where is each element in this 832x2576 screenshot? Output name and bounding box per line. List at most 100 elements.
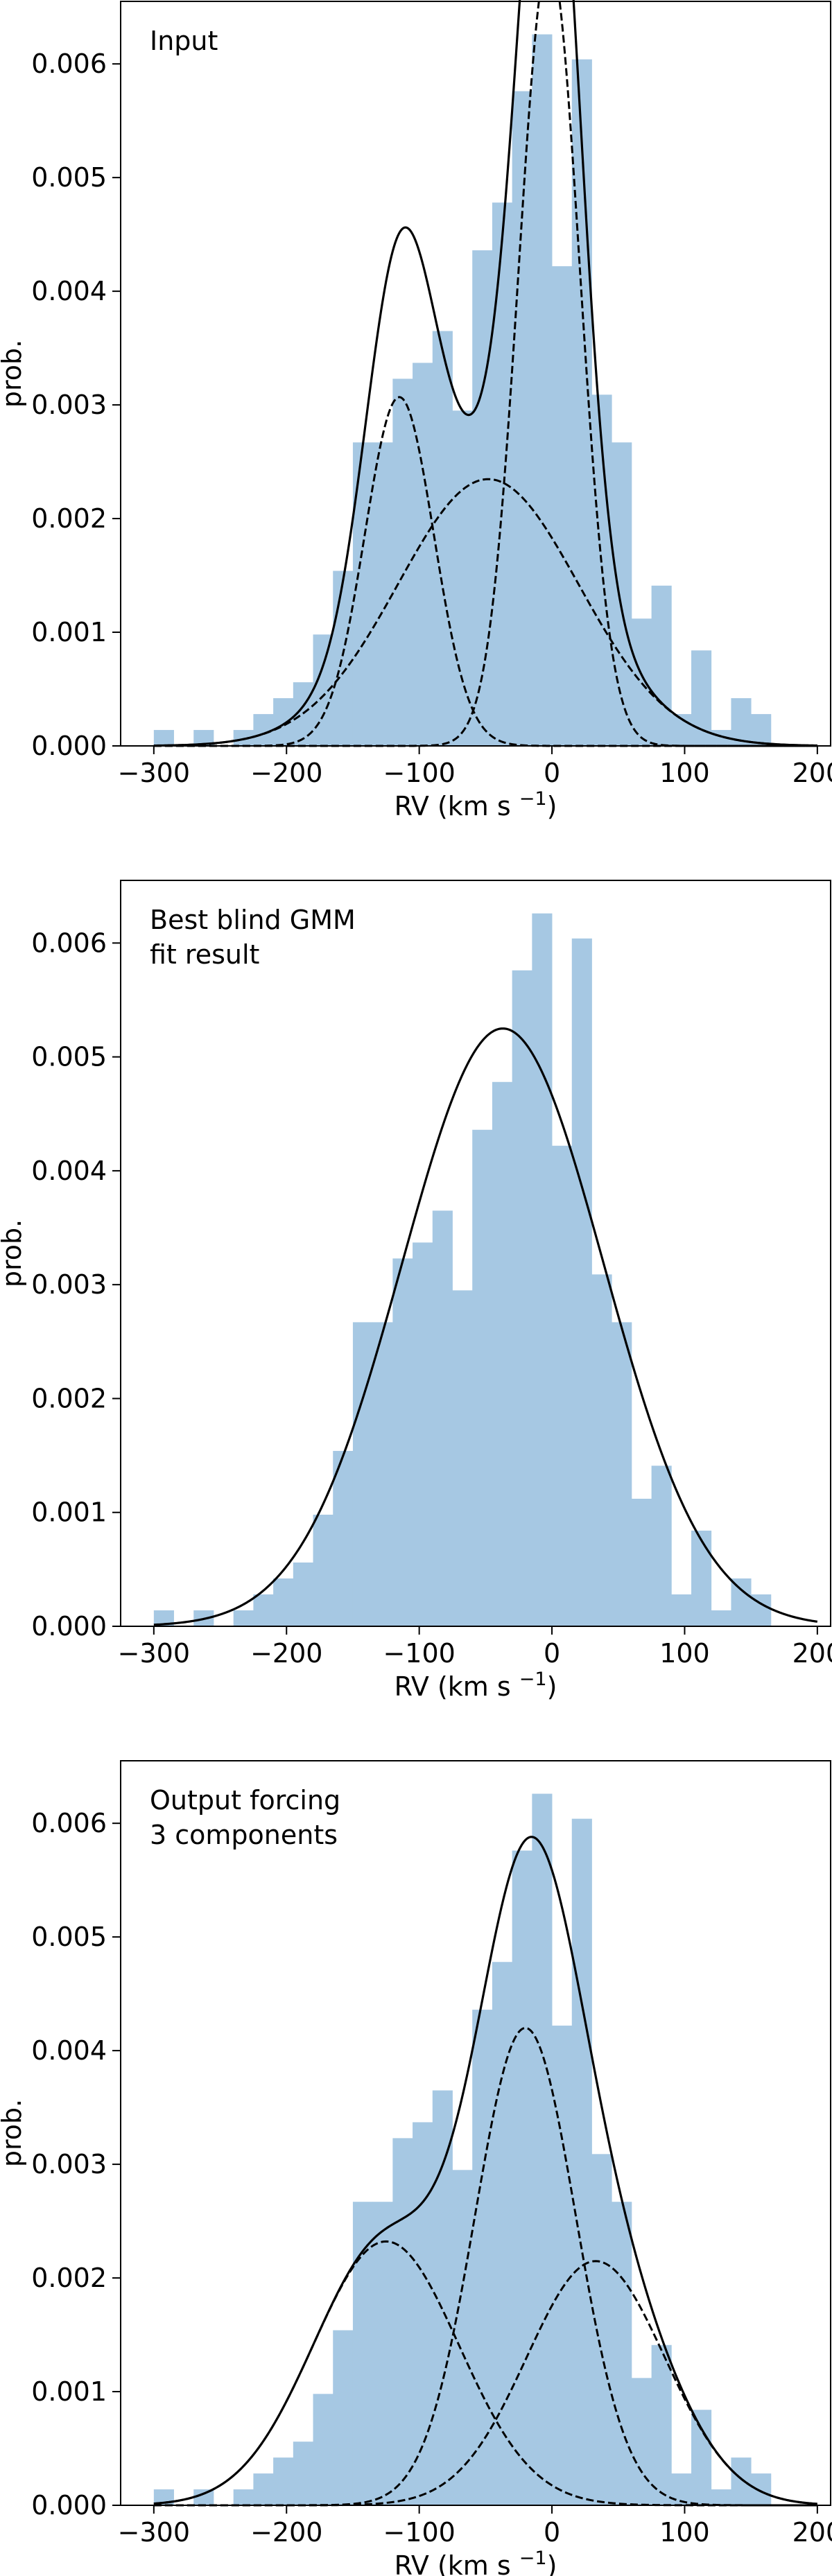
panel-input: −300 −200 −100 0 100 200 0.000 0.001 0.002 0.003 0… xyxy=(0,0,832,821)
histogram-bar xyxy=(352,1322,374,1626)
component-curve-1 xyxy=(153,396,817,747)
histogram-bar xyxy=(253,2473,274,2505)
histogram-bar xyxy=(612,1322,632,1626)
histogram-bar xyxy=(512,970,532,1626)
y-tick-label: 0.000 xyxy=(31,1611,107,1642)
y-tick-label: 0.006 xyxy=(31,49,107,79)
x-axis-label-exponent: −1 xyxy=(519,788,547,810)
x-axis-label-text: RV (km s xyxy=(395,791,519,821)
histogram-bar xyxy=(711,1610,731,1626)
y-tick-label: 0.001 xyxy=(31,2376,107,2407)
histogram-bar xyxy=(233,730,254,746)
y-axis-label: prob. xyxy=(0,340,27,408)
panel-annotation: Output forcing xyxy=(150,1785,340,1816)
y-tick-label: 0.000 xyxy=(31,2490,107,2521)
histogram-bar xyxy=(552,2026,573,2505)
y-tick-label: 0.002 xyxy=(31,503,107,534)
y-tick-label: 0.004 xyxy=(31,276,107,306)
histogram-bar xyxy=(711,2489,731,2505)
histogram-bar xyxy=(273,2457,294,2505)
histogram-bar xyxy=(193,730,214,746)
histogram-bar xyxy=(492,1962,513,2505)
x-axis-label-close: ) xyxy=(547,791,557,821)
histogram-bar xyxy=(651,1465,672,1626)
histogram-bar xyxy=(372,1322,393,1626)
histogram-bar xyxy=(591,1274,612,1626)
y-tick-label: 0.001 xyxy=(31,617,107,647)
x-tick-label: 200 xyxy=(792,2517,832,2548)
histogram-bar xyxy=(691,2410,712,2505)
histogram-bar xyxy=(392,1258,413,1626)
panel-annotation: 3 components xyxy=(150,1820,338,1850)
y-tick-label: 0.006 xyxy=(31,1808,107,1838)
x-tick-label: 100 xyxy=(659,2517,710,2548)
histogram-bar xyxy=(253,714,274,746)
histogram-bar xyxy=(432,1210,453,1626)
x-tick-label: −300 xyxy=(118,2517,190,2548)
histogram-bar xyxy=(751,714,772,746)
histogram-bar xyxy=(651,2344,672,2505)
histogram-bar xyxy=(512,91,532,747)
histogram-bar xyxy=(651,585,672,746)
histogram-bar xyxy=(313,1515,333,1626)
histogram-bar xyxy=(333,2330,354,2505)
x-axis-label-exponent: −1 xyxy=(519,1669,547,1690)
histogram-bar xyxy=(472,250,493,747)
histogram-bar xyxy=(532,34,553,746)
histogram-bar xyxy=(472,1129,493,1626)
histogram-bar xyxy=(293,1563,313,1626)
histogram-bar xyxy=(413,363,433,746)
x-tick-label: −300 xyxy=(118,758,190,788)
x-tick-label: −300 xyxy=(118,1638,190,1669)
histogram-bar xyxy=(691,1531,712,1626)
histogram-bar xyxy=(153,730,174,746)
total-fit-curve xyxy=(153,1836,817,2505)
y-tick-label: 0.005 xyxy=(31,162,107,193)
panel-blind-fit: −300 −200 −100 0 100 200 0.000 0.001 0.002 0.003 0… xyxy=(0,880,832,1702)
panel-annotation: fit result xyxy=(150,939,259,970)
histogram-bar xyxy=(532,1793,553,2505)
histogram-bar xyxy=(492,202,513,747)
y-tick-label: 0.005 xyxy=(31,1042,107,1072)
component-curve-2 xyxy=(153,2026,817,2507)
histogram-bar xyxy=(313,2394,333,2505)
histogram-bar xyxy=(512,1850,532,2505)
histogram-bar xyxy=(392,2138,413,2505)
x-tick-label: 200 xyxy=(792,1638,832,1669)
y-tick-label: 0.004 xyxy=(31,1156,107,1186)
histogram-bar xyxy=(532,913,553,1626)
x-tick-label: −200 xyxy=(250,1638,322,1669)
panel-annotation: Best blind GMM xyxy=(150,905,356,935)
total-fit-curve xyxy=(153,0,817,747)
y-axis-label: prob. xyxy=(0,1219,27,1287)
histogram-bar xyxy=(591,2154,612,2505)
x-tick-label: −100 xyxy=(383,1638,455,1669)
histogram-bar xyxy=(612,442,632,746)
histogram-bar xyxy=(352,2202,374,2505)
x-tick-label: −100 xyxy=(383,758,455,788)
histogram-bar xyxy=(452,410,473,746)
x-tick-label: 200 xyxy=(792,758,832,788)
x-tick-label: −200 xyxy=(250,758,322,788)
axes-frame xyxy=(120,880,831,1627)
histogram-bar xyxy=(612,2202,632,2505)
histogram-bar xyxy=(253,1594,274,1626)
x-tick-label: 0 xyxy=(544,758,560,788)
y-tick-label: 0.004 xyxy=(31,2035,107,2066)
axes-frame xyxy=(120,1760,831,2506)
histogram-bar xyxy=(552,266,573,746)
histogram-bar xyxy=(631,1499,652,1626)
histogram-bar xyxy=(333,1451,354,1626)
histogram-bar xyxy=(392,378,413,746)
histogram-bar xyxy=(432,331,453,746)
histogram-bar xyxy=(193,2489,214,2505)
x-axis-label-text: RV (km s xyxy=(395,2550,519,2576)
y-axis-label: prob. xyxy=(0,2099,27,2167)
histogram-bar xyxy=(233,2489,254,2505)
x-tick-label: 100 xyxy=(659,758,710,788)
histogram-bar xyxy=(352,442,374,746)
histogram-bar xyxy=(671,1594,692,1626)
x-axis-label-close: ) xyxy=(547,1671,557,1702)
